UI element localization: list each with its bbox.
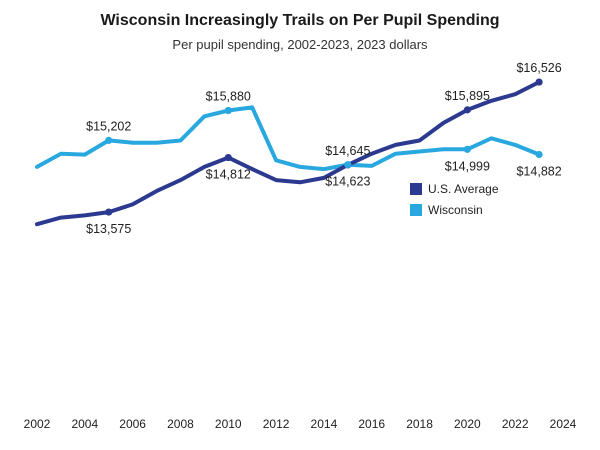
x-tick-label-2008: 2008 <box>167 417 194 431</box>
data-label-wisconsin-2015: $14,623 <box>325 175 370 189</box>
data-point-u-s-average-2010[interactable] <box>224 153 232 162</box>
x-tick-label-2014: 2014 <box>311 417 338 431</box>
data-point-wisconsin-2023[interactable] <box>535 150 543 159</box>
data-label-wisconsin-2020: $14,999 <box>445 159 490 173</box>
data-label-u-s-average-2023: $16,526 <box>516 61 561 75</box>
legend-label-us-average: U.S. Average <box>428 181 499 196</box>
series-line-u-s-average[interactable] <box>35 80 542 227</box>
x-tick-label-2018: 2018 <box>406 417 433 431</box>
legend-swatch-wisconsin <box>410 203 422 216</box>
x-tick-label-2002: 2002 <box>24 417 51 431</box>
x-tick-label-2016: 2016 <box>358 417 385 431</box>
data-label-wisconsin-2023: $14,882 <box>516 164 561 178</box>
data-point-u-s-average-2020[interactable] <box>463 106 471 114</box>
x-tick-label-2010: 2010 <box>215 417 242 431</box>
legend-label-wisconsin: Wisconsin <box>428 202 483 217</box>
chart-title: Wisconsin Increasingly Trails on Per Pup… <box>100 12 500 29</box>
data-label-wisconsin-2005: $15,202 <box>86 119 131 133</box>
data-point-wisconsin-2015[interactable] <box>344 161 352 169</box>
x-tick-label-2020: 2020 <box>454 417 481 431</box>
data-label-u-s-average-2010: $14,812 <box>206 168 251 182</box>
data-point-wisconsin-2010[interactable] <box>224 106 232 115</box>
x-tick-label-2006: 2006 <box>119 417 146 431</box>
data-point-u-s-average-2005[interactable] <box>105 208 113 216</box>
x-tick-label-2012: 2012 <box>263 417 290 431</box>
data-label-u-s-average-2015: $14,645 <box>325 144 370 158</box>
legend: U.S. Average Wisconsin <box>410 178 499 220</box>
data-label-wisconsin-2010: $15,880 <box>206 90 251 104</box>
legend-item-us-average[interactable]: U.S. Average <box>410 178 499 199</box>
series-line-wisconsin[interactable] <box>35 105 542 172</box>
data-label-u-s-average-2005: $13,575 <box>86 222 131 236</box>
data-label-u-s-average-2020: $15,895 <box>445 89 490 103</box>
chart-subtitle: Per pupil spending, 2002-2023, 2023 doll… <box>172 37 428 52</box>
data-point-wisconsin-2020[interactable] <box>463 145 471 153</box>
legend-swatch-us-average <box>410 182 422 195</box>
x-tick-label-2004: 2004 <box>71 417 98 431</box>
data-point-wisconsin-2005[interactable] <box>105 136 113 144</box>
legend-item-wisconsin[interactable]: Wisconsin <box>410 199 499 220</box>
data-point-u-s-average-2023[interactable] <box>535 78 543 86</box>
x-tick-label-2024: 2024 <box>550 417 577 431</box>
x-tick-label-2022: 2022 <box>502 417 529 431</box>
